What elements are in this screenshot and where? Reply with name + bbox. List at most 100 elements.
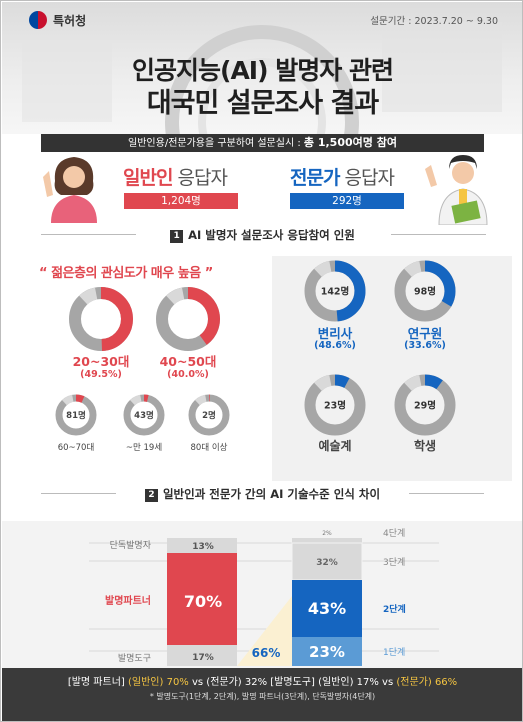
donut-age-20-30: 596명: [69, 287, 133, 351]
donut-age-over80-minor-slice: [194, 394, 207, 406]
student-label: 학생: [413, 439, 437, 453]
donut-patent-attorney-value: 142명: [321, 285, 350, 297]
hero-background-graphic: [22, 22, 502, 134]
section1-rule-right: [391, 234, 486, 235]
survey-period: 설문기간 : 2023.7.20 ~ 9.30: [370, 16, 498, 27]
expert-tool-total-value: 66%: [252, 646, 281, 660]
hero-banner: [2, 2, 522, 134]
expert-level1-value: 23%: [309, 643, 345, 661]
age-40-50-label: 40~50대: [159, 354, 217, 369]
summary-footer: [2, 668, 522, 721]
summary-part2: (일반인) 70%: [128, 677, 189, 688]
donut-age-20-30-minor-slice: [79, 287, 98, 305]
donut-art-minor-slice: [314, 375, 332, 392]
expert-level3-label: 3단계: [383, 556, 405, 568]
age-60-70-label: 60~70대: [57, 443, 95, 453]
woman-illustration: [43, 157, 97, 223]
expert-level3-value: 32%: [316, 558, 338, 568]
donut-art-value: 23명: [324, 399, 346, 411]
age-20-30-label: 20~30대: [72, 354, 130, 369]
donut-student-share-slice: [424, 374, 443, 390]
bar-expert-level1: [292, 637, 362, 666]
donut-age-40-50-share-slice: [187, 287, 220, 345]
donut-researcher-share-slice: [424, 260, 456, 307]
bar-general-tool: [167, 645, 237, 666]
donut-art-share-slice: [334, 374, 350, 388]
section2-rule-right: [409, 493, 484, 494]
section1-rule-left: [41, 234, 136, 235]
donut-age-under19-value: 43명: [134, 410, 154, 421]
donut-age-20-30-share-slice: [100, 287, 133, 351]
section2-rule-left: [41, 493, 116, 494]
age-20-30-percent: (49.5%): [80, 369, 122, 380]
general-respondents-heading: 일반인 응답자: [123, 163, 228, 190]
survey-total: 총 1,500여명 참여: [303, 136, 397, 149]
age-under19-label: ~만 19세: [125, 443, 163, 453]
donut-age-60-70-minor-slice: [61, 394, 74, 406]
expert-level2-label: 2단계: [383, 603, 406, 615]
bar-general-solo: [167, 538, 237, 553]
page-title-line1: 인공지능(AI) 발명자 관련: [132, 56, 394, 85]
donut-researcher-minor-slice: [404, 261, 422, 278]
bar-expert-level2: [292, 580, 362, 637]
expert-count: 292명: [290, 193, 404, 209]
donut-age-60-70-value: 81명: [66, 410, 86, 421]
donut-age-40-50: 482명: [156, 287, 220, 351]
art-label: 예술계: [318, 439, 352, 453]
donut-age-60-70-share-slice: [75, 394, 85, 403]
taegeuk-icon: [29, 11, 47, 29]
expert-respondents-heading: 전문가 응답자: [290, 163, 395, 190]
page-title-line2: 대국민 설문조사 결과: [146, 88, 379, 119]
donut-patent-attorney: 142명: [304, 260, 366, 322]
survey-summary-bar: 일반인용/전문가용을 구분하여 설문실시 : 총 1,500여명 참여: [41, 134, 484, 152]
summary-part1: [발명 파트너]: [67, 677, 128, 688]
bar-general-partner: [167, 553, 237, 645]
donut-patent-attorney-share-slice: [334, 260, 366, 322]
age-40-50-percent: (40.0%): [167, 369, 209, 380]
general-partner-value: 70%: [184, 592, 222, 611]
general-partner-label: 발명파트너: [105, 594, 151, 607]
general-solo-value: 13%: [192, 542, 214, 552]
donut-student: 29명: [394, 374, 456, 436]
expert-suffix: 응답자: [339, 167, 394, 189]
youth-interest-quote: “ 젊은층의 관심도가 매우 높음 ”: [39, 266, 213, 281]
donut-age-40-50-value: 482명: [173, 313, 203, 326]
man-illustration: [425, 155, 488, 225]
donut-student-minor-slice: [404, 375, 422, 392]
kipo-logo: 특허청: [29, 11, 86, 29]
donut-student-value: 29명: [414, 399, 436, 411]
summary-comparison-text: [발명 파트너] (일반인) 70% vs (전문가) 32% [발명도구] (…: [1, 673, 522, 688]
patent-attorney-label: 변리사: [317, 326, 353, 341]
general-suffix: 응답자: [172, 167, 227, 189]
donut-patent-attorney-minor-slice: [314, 261, 332, 278]
section1-number: 1: [170, 230, 184, 243]
researcher-label: 연구원: [407, 326, 443, 341]
survey-summary-prefix: 일반인용/전문가용을 구분하여 설문실시 :: [128, 138, 304, 149]
donut-age-40-50-minor-slice: [166, 287, 185, 305]
general-label: 일반인: [123, 167, 173, 189]
expert-level4-label: 4단계: [383, 527, 405, 539]
donut-age-under19-minor-slice: [129, 394, 142, 406]
expert-level4-value: 2%: [322, 530, 332, 537]
donut-art: 23명: [304, 374, 366, 436]
researcher-percent: (33.6%): [404, 340, 446, 351]
logo-text: 특허청: [53, 13, 87, 28]
donut-age-under19: 43명: [123, 394, 165, 436]
general-solo-label: 단독발명자: [110, 540, 152, 551]
donut-researcher: 98명: [394, 260, 456, 322]
section1-heading: 1 AI 발명자 설문조사 응답참여 인원: [1, 227, 522, 243]
expert-level2-value: 43%: [308, 599, 346, 618]
section2-number: 2: [144, 489, 158, 502]
tool-comparison-wedge: [237, 596, 292, 666]
bar-expert-level4: [292, 538, 362, 543]
general-count: 1,204명: [124, 193, 238, 209]
summary-part3: vs (전문가) 32% [발명도구] (일반인) 17% vs: [188, 677, 397, 688]
donut-age-60-70: 81명: [55, 394, 97, 436]
age-over80-label: 80대 이상: [190, 443, 228, 453]
donut-researcher-value: 98명: [414, 285, 436, 297]
summary-part4: (전문가) 66%: [396, 677, 458, 688]
donut-age-over80-value: 2명: [202, 410, 216, 421]
